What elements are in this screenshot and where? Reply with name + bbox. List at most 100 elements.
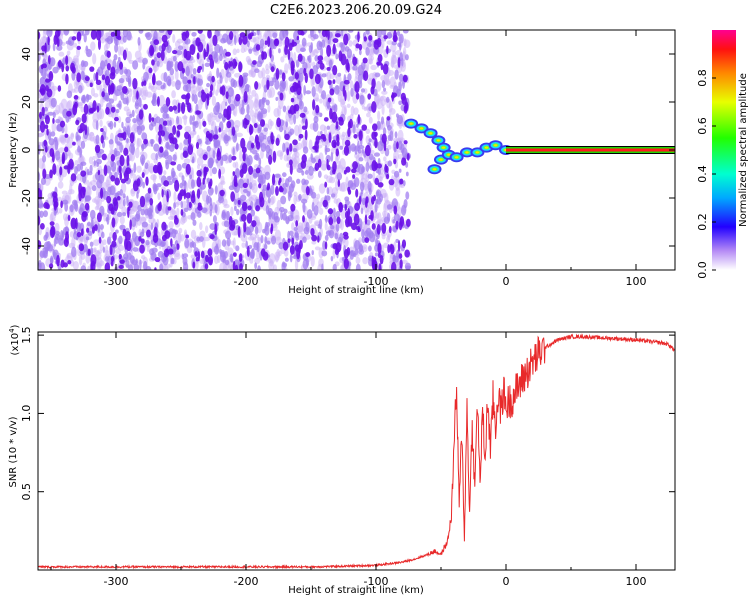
noise-blob: [398, 153, 403, 160]
steady-line-core: [506, 148, 675, 152]
noise-blob: [192, 76, 196, 85]
noise-blob: [269, 196, 275, 206]
noise-blob: [59, 120, 66, 128]
noise-blob: [361, 229, 365, 239]
noise-blob: [38, 42, 42, 52]
noise-blob: [223, 198, 228, 207]
noise-blob: [228, 31, 234, 41]
noise-blob: [232, 252, 237, 257]
noise-blob: [209, 234, 215, 240]
noise-blob: [116, 195, 121, 201]
noise-blob: [347, 120, 352, 130]
noise-blob: [294, 103, 300, 112]
noise-blob: [231, 155, 237, 161]
noise-blob: [339, 145, 344, 150]
noise-blob: [319, 124, 326, 132]
noise-blob: [259, 119, 265, 127]
noise-blob: [262, 228, 266, 234]
noise-blob: [335, 223, 340, 232]
noise-blob: [161, 153, 167, 158]
noise-blob: [258, 99, 262, 108]
noise-blob: [166, 132, 170, 140]
noise-blob: [248, 99, 254, 110]
noise-blob: [328, 132, 332, 144]
noise-blob: [40, 177, 47, 185]
x-tick-label: 0: [503, 275, 510, 288]
noise-blob: [343, 33, 349, 46]
noise-blob: [282, 241, 289, 251]
noise-blob: [122, 212, 127, 217]
noise-blob: [139, 259, 142, 270]
noise-blob: [220, 37, 226, 44]
noise-blob: [76, 163, 81, 172]
noise-blob: [192, 67, 197, 75]
noise-blob: [151, 117, 155, 122]
noise-blob: [100, 231, 105, 239]
noise-blob: [227, 87, 234, 98]
noise-blob: [204, 225, 209, 234]
noise-blob: [303, 67, 307, 77]
noise-blob: [326, 125, 331, 130]
noise-blob: [162, 120, 168, 126]
noise-blob: [187, 102, 192, 113]
noise-blob: [196, 52, 200, 60]
noise-blob: [303, 84, 307, 96]
noise-blob: [207, 248, 213, 257]
x-tick-label: 100: [626, 575, 647, 588]
noise-blob: [390, 43, 397, 53]
noise-blob: [110, 31, 116, 37]
y-tick-label: -20: [20, 189, 33, 207]
noise-blob: [252, 60, 257, 65]
noise-blob: [225, 210, 230, 221]
noise-blob: [251, 182, 258, 194]
noise-blob: [94, 224, 98, 231]
noise-blob: [171, 80, 176, 87]
noise-blob: [265, 63, 269, 71]
noise-blob: [119, 259, 125, 264]
noise-blob: [51, 121, 57, 133]
noise-blob: [66, 90, 73, 99]
noise-blob: [174, 69, 179, 81]
noise-blob: [383, 35, 388, 40]
noise-blob: [233, 259, 241, 267]
noise-blob: [340, 208, 347, 220]
noise-blob: [313, 115, 319, 124]
noise-blob: [150, 120, 157, 127]
noise-blob: [344, 199, 350, 206]
noise-blob: [332, 160, 337, 173]
noise-blob: [226, 237, 231, 247]
noise-blob: [180, 216, 186, 225]
noise-blob: [403, 140, 408, 145]
noise-blob: [152, 92, 157, 102]
noise-blob: [173, 191, 177, 203]
noise-blob: [268, 87, 276, 98]
noise-blob: [56, 44, 63, 51]
noise-blob: [377, 54, 383, 63]
noise-blob: [122, 49, 127, 61]
noise-blob: [65, 73, 69, 85]
noise-blob: [144, 162, 149, 170]
noise-blob: [76, 31, 82, 42]
noise-blob: [266, 79, 270, 91]
noise-blob: [290, 203, 296, 212]
noise-blob: [101, 74, 106, 81]
noise-blob: [296, 167, 303, 173]
noise-blob: [47, 131, 52, 141]
noise-blob: [117, 35, 122, 41]
noise-blob: [117, 116, 122, 124]
noise-blob: [128, 88, 133, 98]
noise-blob: [39, 76, 46, 86]
noise-blob: [241, 201, 248, 212]
noise-blob: [347, 30, 354, 33]
noise-blob: [72, 141, 76, 146]
noise-blob: [350, 105, 355, 117]
noise-blob: [262, 184, 268, 191]
noise-blob: [176, 130, 181, 138]
noise-blob: [343, 257, 349, 270]
noise-blob: [230, 57, 233, 62]
noise-blob: [358, 43, 363, 51]
noise-blob: [392, 254, 396, 263]
noise-blob: [197, 41, 204, 53]
noise-blob: [119, 154, 125, 167]
noise-blob: [401, 147, 408, 158]
